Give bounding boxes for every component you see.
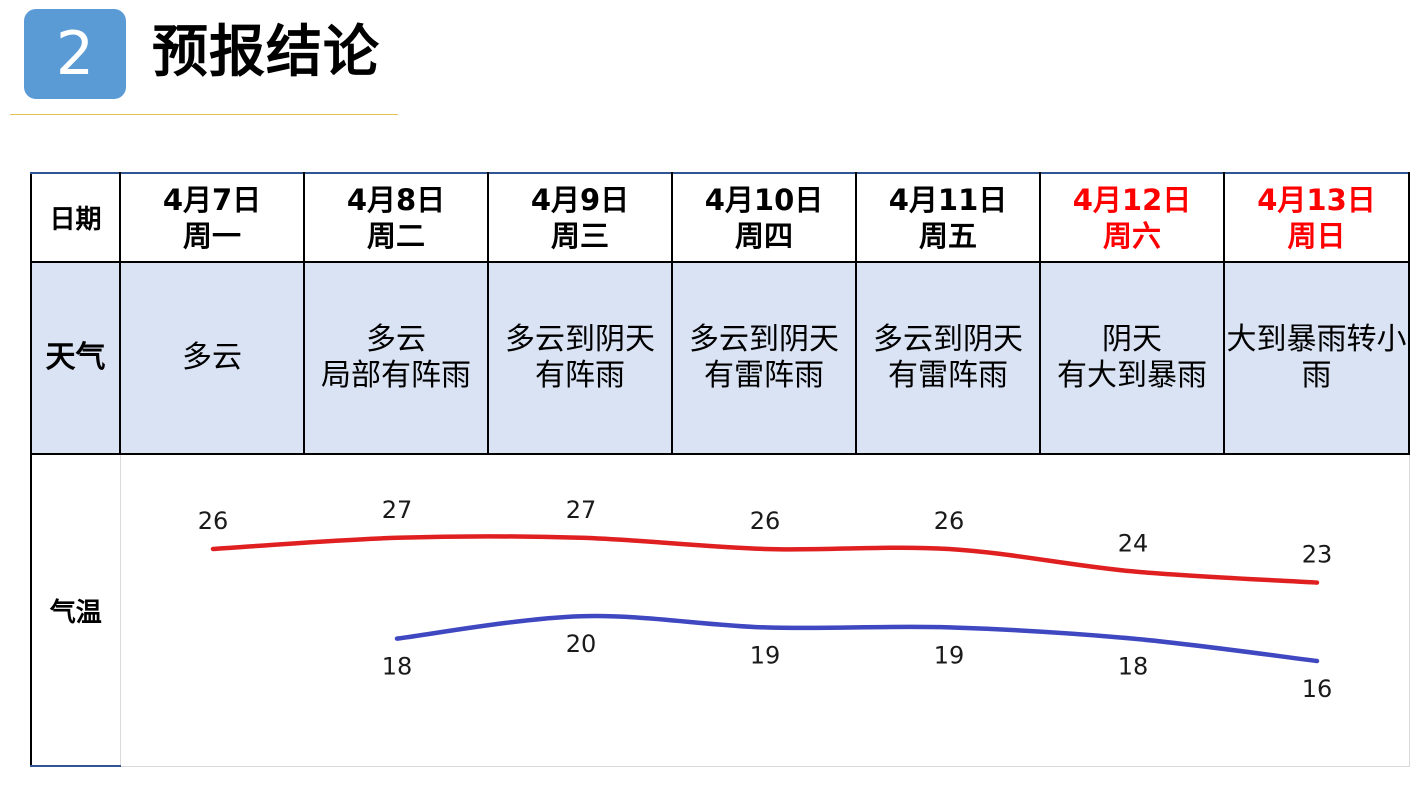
section-number: 2 [55, 19, 95, 89]
low-temp-label: 16 [1301, 675, 1332, 703]
weather-cell: 多云到阴天 有阵雨 [487, 262, 673, 455]
weather-text: 多云 [182, 340, 242, 375]
date-row-label: 日期 [30, 172, 121, 263]
low-temp-label: 18 [381, 653, 412, 681]
high-temp-label: 26 [933, 507, 964, 535]
weather-cell: 多云到阴天 有雷阵雨 [671, 262, 857, 455]
weekday-text: 周六 [1102, 218, 1161, 253]
weather-cell: 多云 [119, 262, 305, 455]
weather-text: 多云到阴天 [505, 322, 655, 357]
temperature-row-label: 气温 [30, 454, 120, 767]
page-title: 预报结论 [152, 20, 380, 85]
weekday-text: 周三 [550, 218, 609, 253]
section-number-badge: 2 [24, 9, 126, 99]
high-temp-label: 27 [565, 496, 596, 524]
low-temp-label: 18 [1117, 653, 1148, 681]
temperature-chart-cell: 26 27 27 26 26 24 23 18 20 19 19 18 16 [119, 454, 1410, 767]
weather-text: 有雷阵雨 [888, 358, 1008, 393]
weather-text: 多云到阴天 [873, 322, 1023, 357]
forecast-table: 日期 4月7日 周一 4月8日 周二 4月9日 周三 4月10日 周四 4月11日 周五 4月12日… [30, 172, 1410, 767]
weather-row: 天气 多云 多云 局部有阵雨 多云到阴天 有阵雨 多云到阴天 有雷阵雨 多云到阴天 有雷阵雨 阴天… [30, 262, 1410, 455]
weather-text: 多云到阴天 [689, 322, 839, 357]
date-text: 4月8日 [346, 182, 446, 217]
low-temp-label: 20 [565, 630, 596, 658]
low-temp-label: 19 [749, 641, 780, 669]
weather-cell: 大到暴雨转小雨 [1223, 262, 1410, 455]
weather-text: 局部有阵雨 [321, 358, 471, 393]
date-cell: 4月8日 周二 [303, 172, 489, 263]
weather-text: 有雷阵雨 [704, 358, 824, 393]
weekday-text: 周二 [366, 218, 425, 253]
temperature-chart: 26 27 27 26 26 24 23 18 20 19 19 18 16 [197, 496, 1332, 703]
temperature-row: 气温 26 27 27 26 26 24 23 18 20 19 19 18 16 [30, 454, 1410, 767]
high-temp-label: 27 [381, 496, 412, 524]
high-temp-label: 26 [197, 507, 228, 535]
date-text: 4月9日 [530, 182, 630, 217]
high-temp-label: 26 [749, 507, 780, 535]
date-cell: 4月9日 周三 [487, 172, 673, 263]
weather-cell: 多云到阴天 有雷阵雨 [855, 262, 1041, 455]
date-cell: 4月10日 周四 [671, 172, 857, 263]
weather-cell: 阴天 有大到暴雨 [1039, 262, 1225, 455]
weather-text: 有大到暴雨 [1057, 358, 1207, 393]
weekday-text: 周四 [734, 218, 793, 253]
title-underline [10, 114, 398, 115]
high-temp-label: 24 [1117, 529, 1148, 557]
date-text: 4月12日 [1072, 182, 1192, 217]
date-row: 日期 4月7日 周一 4月8日 周二 4月9日 周三 4月10日 周四 4月11日 周五 4月12日… [30, 172, 1410, 263]
weekday-text: 周五 [918, 218, 977, 253]
date-cell: 4月13日 周日 [1223, 172, 1410, 263]
weekday-text: 周一 [182, 218, 241, 253]
weather-row-label: 天气 [30, 262, 121, 455]
high-temp-label: 23 [1301, 541, 1332, 569]
weather-text: 多云 [366, 322, 426, 357]
low-temp-label: 19 [933, 641, 964, 669]
weather-text: 雨 [1301, 358, 1332, 393]
weather-text: 大到暴雨转小 [1226, 322, 1407, 357]
weekday-text: 周日 [1287, 218, 1346, 253]
date-text: 4月10日 [704, 182, 824, 217]
date-text: 4月7日 [162, 182, 262, 217]
date-cell: 4月11日 周五 [855, 172, 1041, 263]
low-temp-line [394, 613, 1319, 664]
weather-text: 阴天 [1102, 322, 1162, 357]
weather-cell: 多云 局部有阵雨 [303, 262, 489, 455]
high-temp-line [210, 534, 1319, 585]
date-cell: 4月12日 周六 [1039, 172, 1225, 263]
weather-text: 有阵雨 [535, 358, 625, 393]
date-text: 4月13日 [1257, 182, 1376, 217]
date-cell: 4月7日 周一 [119, 172, 305, 263]
date-text: 4月11日 [888, 182, 1008, 217]
